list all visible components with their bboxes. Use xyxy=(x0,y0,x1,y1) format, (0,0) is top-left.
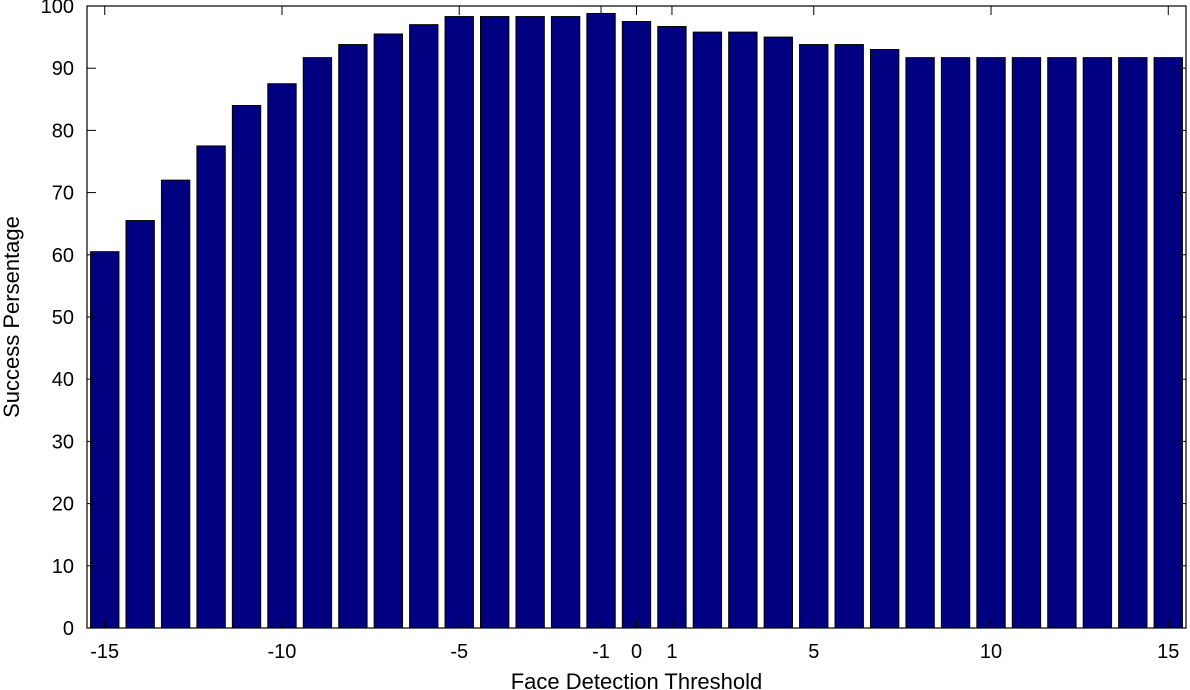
y-tick-label: 0 xyxy=(63,618,74,640)
bar xyxy=(976,57,1006,629)
x-tick-label: 0 xyxy=(631,641,642,663)
bar xyxy=(1118,57,1148,629)
y-tick-label: 80 xyxy=(52,120,74,142)
bar xyxy=(586,12,616,629)
bar xyxy=(905,57,935,629)
bar xyxy=(940,57,971,629)
bar xyxy=(728,31,758,629)
x-tick-label: 10 xyxy=(980,641,1002,663)
bar xyxy=(231,105,262,629)
y-tick-label: 100 xyxy=(41,0,74,18)
x-tick-label: -15 xyxy=(90,641,119,663)
bar xyxy=(444,16,474,629)
x-axis-title: Face Detection Threshold xyxy=(511,669,763,690)
bar xyxy=(373,33,404,629)
y-tick-label: 30 xyxy=(52,431,74,453)
x-tick-label: -5 xyxy=(450,641,468,663)
bars-group xyxy=(90,12,1183,629)
bar xyxy=(1047,57,1077,629)
ticks-group xyxy=(87,5,1186,629)
x-tick-label: 1 xyxy=(666,641,677,663)
bar xyxy=(657,26,687,629)
bar xyxy=(338,44,368,629)
y-tick-label: 10 xyxy=(52,556,74,578)
bar xyxy=(480,16,510,629)
y-tick-label: 50 xyxy=(52,307,74,329)
bar xyxy=(515,16,545,629)
bar xyxy=(692,31,723,629)
bar xyxy=(160,179,191,629)
bar xyxy=(834,44,864,629)
x-tick-label: 15 xyxy=(1157,641,1179,663)
y-tick-label: 90 xyxy=(52,58,74,80)
bar xyxy=(869,49,900,629)
bar xyxy=(799,44,829,629)
bar xyxy=(267,83,297,629)
bar xyxy=(302,57,333,629)
y-tick-label: 40 xyxy=(52,369,74,391)
bar xyxy=(90,251,120,629)
y-tick-label: 60 xyxy=(52,245,74,267)
bar xyxy=(1082,57,1113,629)
bar xyxy=(550,16,581,629)
bar xyxy=(409,24,439,629)
x-tick-label: 5 xyxy=(808,641,819,663)
y-axis-title: Success Persentage xyxy=(0,216,24,418)
y-tick-label: 70 xyxy=(52,183,74,205)
bar xyxy=(1011,57,1042,629)
x-tick-label: -1 xyxy=(592,641,610,663)
x-tick-label: -10 xyxy=(268,641,297,663)
bar xyxy=(196,145,226,629)
y-tick-label: 20 xyxy=(52,494,74,516)
bar xyxy=(621,21,652,629)
bar xyxy=(1153,57,1183,629)
bar xyxy=(763,36,793,629)
bar xyxy=(125,220,155,629)
